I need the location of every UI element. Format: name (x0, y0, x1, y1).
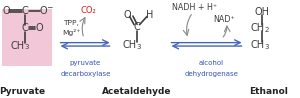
Text: C: C (22, 23, 28, 33)
Text: OH: OH (254, 7, 269, 17)
Text: −: − (46, 3, 52, 12)
Text: CO₂: CO₂ (81, 6, 96, 15)
Text: NADH + H⁺: NADH + H⁺ (172, 3, 217, 12)
Bar (2, 9, 52, 66)
Text: decarboxylase: decarboxylase (60, 71, 111, 77)
Text: 2: 2 (264, 27, 268, 33)
Text: Ethanol: Ethanol (249, 87, 288, 96)
Text: 3: 3 (264, 44, 269, 50)
Text: O: O (123, 10, 131, 20)
Text: Mg²⁺: Mg²⁺ (62, 29, 80, 36)
Text: C: C (133, 22, 140, 32)
Text: O: O (2, 6, 10, 16)
Text: C: C (22, 6, 28, 16)
Text: 3: 3 (137, 44, 141, 50)
Text: 3: 3 (25, 44, 29, 50)
Text: alcohol: alcohol (199, 60, 224, 66)
Text: CH: CH (122, 40, 137, 50)
Text: dehydrogenase: dehydrogenase (184, 71, 238, 77)
Text: pyruvate: pyruvate (70, 60, 101, 66)
Text: O: O (35, 23, 43, 33)
Text: CH: CH (250, 40, 265, 50)
Text: TPP,: TPP, (63, 20, 79, 26)
Text: O: O (40, 6, 47, 16)
Text: CH: CH (11, 41, 25, 51)
Text: Acetaldehyde: Acetaldehyde (102, 87, 171, 96)
Text: Pyruvate: Pyruvate (0, 87, 46, 96)
Text: H: H (146, 10, 153, 20)
Text: NAD⁺: NAD⁺ (214, 15, 235, 24)
Text: CH: CH (250, 23, 265, 33)
